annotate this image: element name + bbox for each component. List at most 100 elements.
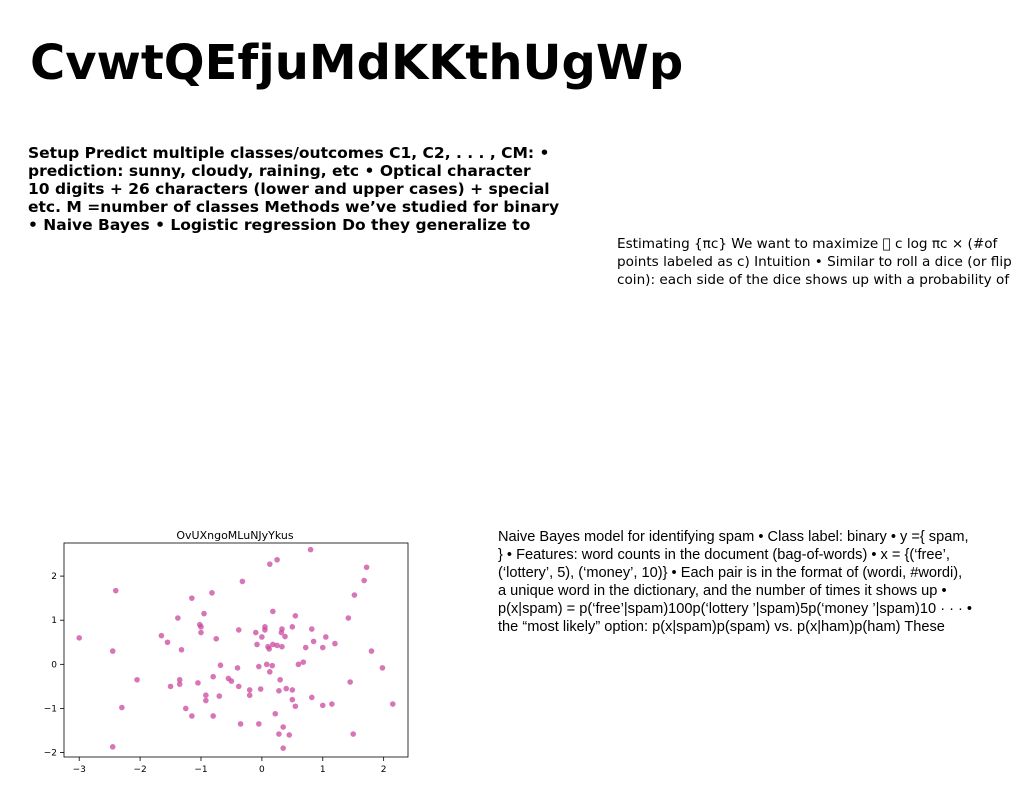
data-point	[189, 713, 195, 719]
text-line: Setup Predict multiple classes/outcomes …	[28, 144, 550, 162]
x-tick-label: 2	[381, 765, 387, 774]
data-point	[237, 721, 244, 727]
data-point	[323, 634, 329, 640]
data-point	[112, 587, 119, 594]
data-point	[209, 590, 215, 596]
text-line: points labeled as c) Intuition • Similar…	[617, 254, 1012, 270]
x-tick-label: −3	[73, 765, 86, 774]
data-point	[216, 693, 223, 699]
data-point	[252, 629, 259, 636]
data-point	[109, 744, 116, 750]
data-point	[302, 644, 309, 651]
x-tick-label: −2	[133, 765, 146, 774]
text-line: Estimating {πc} We want to maximize ￿ c …	[617, 236, 998, 252]
axis-ticks: −3 −2 −1 0 1 2 −2 −1 0 1 2	[44, 572, 387, 774]
data-point	[182, 705, 189, 712]
x-tick-label: 1	[320, 765, 326, 774]
data-point	[164, 639, 171, 646]
data-point	[203, 697, 209, 704]
data-point	[319, 644, 326, 651]
data-point	[195, 680, 201, 686]
data-point	[345, 615, 352, 621]
data-point	[276, 688, 282, 694]
data-point	[280, 724, 286, 730]
text-line: } • Features: word counts in the documen…	[498, 547, 950, 563]
data-point	[201, 610, 207, 617]
y-tick-label: 2	[51, 572, 57, 582]
plot-frame	[63, 542, 409, 758]
data-point	[257, 686, 264, 692]
data-point	[300, 659, 307, 665]
data-point	[283, 685, 290, 692]
data-point	[175, 615, 181, 621]
text-block-multiclass-setup: Setup Predict multiple classes/outcomes …	[28, 144, 573, 234]
chart-title: OvUXngoMLuNJyYkus	[176, 529, 294, 542]
scatter-chart: OvUXngoMLuNJyYkus −3 −2 −1 0 1 2 −2 −1 0 1 2	[44, 529, 409, 774]
points-layer	[76, 546, 396, 751]
data-point	[272, 710, 279, 717]
data-point	[269, 662, 276, 669]
data-point	[309, 626, 315, 632]
data-point	[332, 640, 338, 647]
data-point	[280, 745, 286, 751]
data-point	[276, 731, 282, 737]
data-point	[363, 564, 370, 571]
data-point	[167, 683, 174, 690]
data-point	[350, 731, 357, 737]
data-point	[282, 633, 288, 640]
page-title: CvwtQEfjuMdKKthUgWp	[30, 35, 684, 91]
data-point	[389, 701, 396, 707]
data-point	[309, 694, 315, 701]
data-point	[235, 683, 242, 690]
text-line: p(x|spam) = p(‘free’|spam)100p(‘lottery …	[498, 601, 973, 617]
y-tick-label: 0	[51, 660, 57, 670]
y-tick-label: −1	[44, 704, 57, 714]
data-point	[379, 665, 386, 671]
text-line: coin): each side of the dice shows up wi…	[617, 272, 1010, 288]
data-point	[256, 663, 262, 670]
data-point	[158, 632, 165, 639]
data-point	[274, 556, 280, 563]
data-point	[246, 692, 253, 699]
text-line: • Naive Bayes • Logistic regression Do t…	[28, 216, 531, 234]
text-block-estimating-pi: Estimating {πc} We want to maximize ￿ c …	[617, 235, 1024, 289]
data-point	[178, 646, 185, 653]
data-point	[279, 626, 285, 632]
data-point	[176, 676, 183, 683]
x-tick-label: 0	[259, 765, 265, 774]
x-tick-label: −1	[194, 765, 207, 774]
data-point	[351, 592, 358, 598]
data-point	[277, 676, 283, 683]
text-block-naive-bayes-spam: Naive Bayes model for identifying spam •…	[498, 528, 1023, 636]
data-point	[76, 635, 83, 641]
data-point	[266, 561, 273, 567]
data-point	[329, 701, 335, 707]
data-point	[198, 624, 204, 630]
data-point	[134, 676, 140, 683]
data-point	[228, 678, 235, 684]
data-point	[210, 713, 216, 719]
text-line: etc. M =number of classes Methods we’ve …	[28, 198, 560, 216]
data-point	[203, 692, 209, 699]
data-point	[310, 638, 317, 645]
data-point	[292, 613, 299, 619]
data-point	[256, 721, 262, 727]
text-line: (‘lottery’, 5), (‘money’, 10)} • Each pa…	[498, 565, 963, 581]
data-point	[189, 595, 195, 601]
data-point	[217, 662, 224, 669]
text-line: a unique word in the dictionary, and the…	[498, 583, 947, 599]
data-point	[262, 627, 268, 633]
data-point	[279, 643, 285, 650]
data-point	[368, 648, 375, 654]
data-point	[213, 635, 220, 642]
data-point	[239, 578, 246, 585]
data-point	[119, 704, 125, 711]
data-point	[286, 732, 293, 738]
text-line: Naive Bayes model for identifying spam •…	[498, 529, 969, 545]
y-tick-label: −2	[44, 749, 57, 759]
data-point	[289, 624, 296, 630]
data-point	[307, 546, 314, 553]
data-point	[266, 669, 273, 675]
data-point	[210, 673, 216, 680]
data-point	[361, 577, 367, 584]
